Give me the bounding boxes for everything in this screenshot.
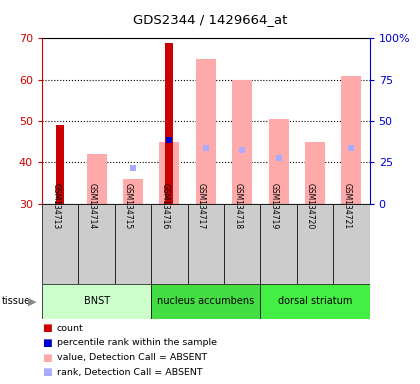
Text: count: count (57, 324, 84, 333)
Text: value, Detection Call = ABSENT: value, Detection Call = ABSENT (57, 353, 207, 362)
Bar (188, 204, 224, 284)
Bar (165, 43, 173, 204)
Bar (305, 142, 325, 204)
Bar (115, 204, 151, 284)
Bar (333, 204, 370, 284)
Text: GSM134719: GSM134719 (270, 183, 278, 229)
Bar (42, 204, 79, 284)
Text: GSM134714: GSM134714 (88, 183, 97, 229)
Text: dorsal striatum: dorsal striatum (278, 296, 352, 306)
Text: GSM134716: GSM134716 (160, 183, 169, 229)
Text: GSM134715: GSM134715 (124, 183, 133, 229)
Text: tissue: tissue (2, 296, 31, 306)
Text: ■: ■ (42, 367, 52, 377)
Bar (87, 154, 107, 204)
Text: GDS2344 / 1429664_at: GDS2344 / 1429664_at (133, 13, 287, 26)
Text: GSM134721: GSM134721 (342, 183, 352, 229)
Bar (151, 204, 188, 284)
Text: GSM134718: GSM134718 (233, 183, 242, 229)
Bar (260, 204, 297, 284)
Text: ■: ■ (42, 323, 52, 333)
Bar (196, 59, 216, 204)
Text: rank, Detection Call = ABSENT: rank, Detection Call = ABSENT (57, 367, 202, 377)
Bar (297, 204, 333, 284)
Text: GSM134720: GSM134720 (306, 183, 315, 229)
Bar (79, 204, 115, 284)
Text: BNST: BNST (84, 296, 110, 306)
Bar (56, 125, 64, 204)
Bar (224, 204, 260, 284)
Bar (341, 76, 362, 204)
Text: percentile rank within the sample: percentile rank within the sample (57, 338, 217, 348)
Bar (269, 119, 289, 204)
Bar (123, 179, 143, 204)
Text: GSM134713: GSM134713 (51, 183, 60, 229)
Bar (260, 284, 370, 319)
Text: ■: ■ (42, 353, 52, 362)
Text: ▶: ▶ (28, 296, 36, 306)
Text: ■: ■ (42, 338, 52, 348)
Text: GSM134717: GSM134717 (197, 183, 206, 229)
Bar (151, 284, 260, 319)
Bar (42, 284, 151, 319)
Text: nucleus accumbens: nucleus accumbens (157, 296, 255, 306)
Bar (160, 142, 179, 204)
Bar (232, 79, 252, 204)
